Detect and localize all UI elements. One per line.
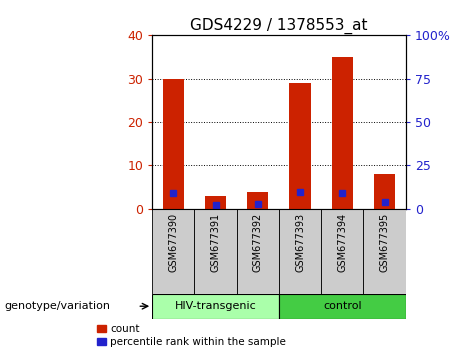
Bar — [195, 209, 236, 294]
Text: genotype/variation: genotype/variation — [5, 301, 111, 311]
Bar — [321, 209, 363, 294]
Bar — [363, 209, 406, 294]
Bar — [163, 79, 184, 209]
Text: GSM677394: GSM677394 — [337, 213, 347, 272]
Text: control: control — [323, 301, 361, 311]
Bar — [374, 174, 395, 209]
Bar — [152, 294, 279, 319]
Text: GSM677390: GSM677390 — [168, 213, 178, 272]
Bar — [332, 57, 353, 209]
Bar — [205, 196, 226, 209]
Title: GDS4229 / 1378553_at: GDS4229 / 1378553_at — [190, 18, 368, 34]
Text: HIV-transgenic: HIV-transgenic — [175, 301, 256, 311]
Bar — [279, 209, 321, 294]
Text: GSM677391: GSM677391 — [211, 213, 220, 272]
Bar — [236, 209, 279, 294]
Bar — [279, 294, 406, 319]
Text: GSM677392: GSM677392 — [253, 213, 263, 272]
Bar — [152, 209, 195, 294]
Text: GSM677395: GSM677395 — [379, 213, 390, 272]
Text: GSM677393: GSM677393 — [295, 213, 305, 272]
Legend: count, percentile rank within the sample: count, percentile rank within the sample — [97, 324, 286, 347]
Bar — [290, 83, 311, 209]
Bar — [247, 192, 268, 209]
